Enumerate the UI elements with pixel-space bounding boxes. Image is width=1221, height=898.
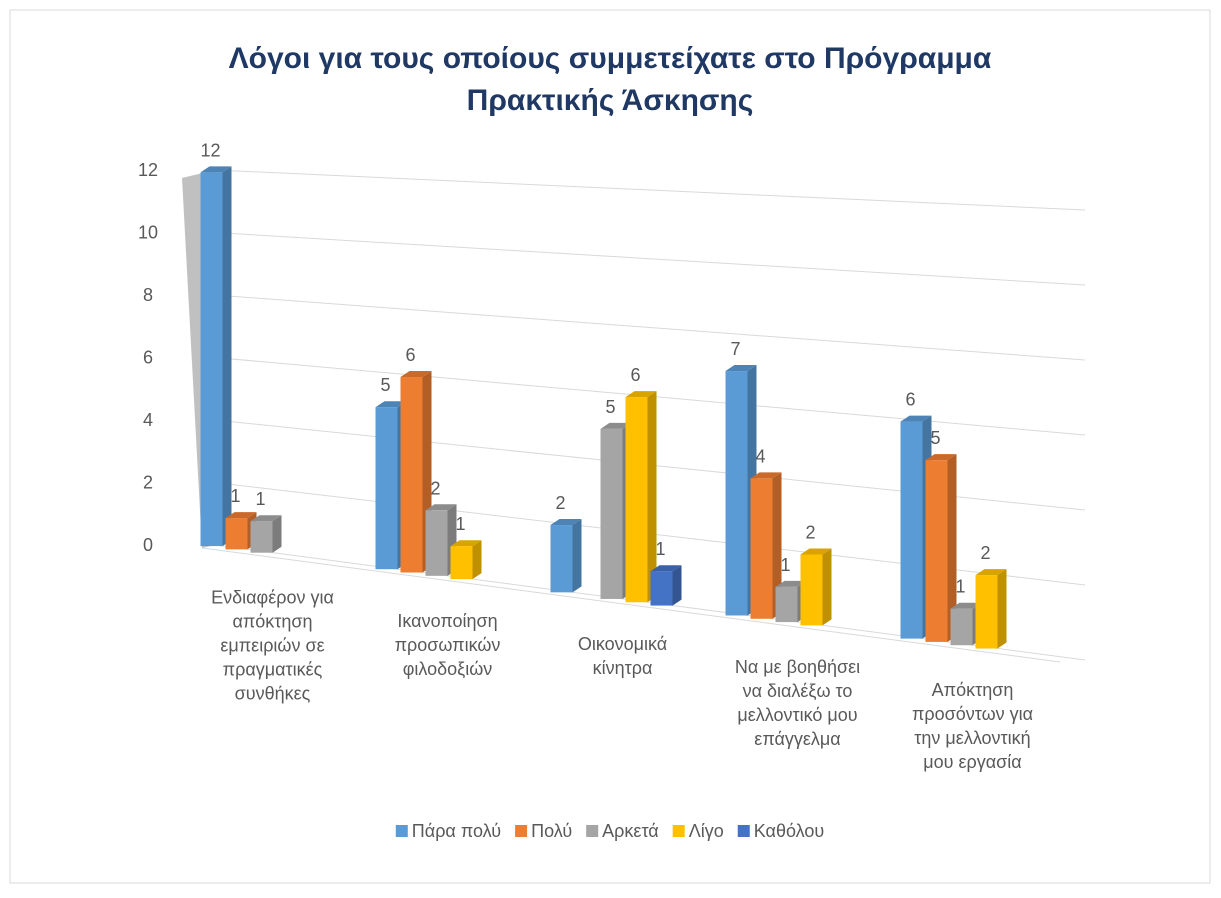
bar [925, 460, 948, 642]
bar-top [800, 548, 832, 555]
grid-line [214, 294, 1086, 361]
bar-side [222, 166, 232, 547]
legend-label: Πολύ [531, 821, 572, 841]
bar-top [200, 166, 232, 173]
bar-side [997, 569, 1007, 649]
value-label: 1 [955, 577, 965, 597]
bar-top [600, 422, 632, 429]
legend-label: Πάρα πολύ [412, 821, 501, 841]
bar [550, 525, 573, 593]
y-tick-label: 4 [143, 410, 153, 430]
bar [375, 407, 398, 570]
bar-side [822, 548, 832, 626]
bar [725, 371, 748, 616]
bar-top [625, 391, 657, 398]
bar-side [947, 454, 957, 642]
bar [750, 478, 773, 619]
bar-top [250, 515, 282, 522]
bar-side [572, 519, 582, 593]
bar-top [775, 580, 807, 587]
x-tick-label: Απόκτηση προσόντων για την μελλοντική μου ε… [912, 680, 1033, 772]
bar [800, 554, 823, 626]
bar-top [975, 569, 1007, 576]
bar-top [900, 415, 932, 422]
value-label: 6 [630, 365, 640, 385]
bar-top [225, 512, 257, 519]
y-tick-label: 2 [143, 473, 153, 493]
bar-side [472, 540, 482, 580]
bar [200, 172, 223, 547]
value-label: 2 [430, 478, 440, 498]
bar [625, 397, 648, 603]
bar-top [950, 602, 982, 609]
legend-swatch [395, 825, 408, 837]
value-label: 5 [380, 375, 390, 395]
value-label: 4 [755, 446, 765, 466]
value-label: 1 [230, 486, 240, 506]
value-label: 1 [255, 489, 265, 509]
value-label: 1 [655, 539, 665, 559]
value-label: 2 [980, 543, 990, 563]
chart-title: Λόγοι για τους οποίους συμμετείχατε στο … [229, 42, 992, 117]
bar-top [450, 540, 482, 547]
legend-swatch [586, 825, 599, 837]
y-tick-label: 12 [138, 160, 158, 180]
value-label: 2 [555, 493, 565, 513]
bar-top [375, 401, 407, 408]
legend-swatch [672, 825, 685, 837]
x-tick-label: Να με βοηθήσει να διαλέξω το μελλοντικό μο… [735, 657, 860, 749]
bar-top [550, 519, 582, 526]
x-tick-label: Οικονομικά κίνητρα [578, 634, 667, 678]
grid-line [214, 232, 1086, 286]
x-tick-label: Ενδιαφέρον για απόκτηση εμπειριών σε πραγμα… [211, 588, 334, 704]
bar-top [725, 365, 757, 372]
value-label: 5 [605, 397, 615, 417]
value-label: 12 [200, 140, 220, 160]
legend-swatch [515, 825, 528, 837]
bar-top [400, 371, 432, 378]
bar-top [925, 454, 957, 461]
y-tick-label: 0 [143, 535, 153, 555]
floor-line [201, 547, 1061, 663]
bar [450, 546, 473, 580]
x-tick-label: Ικανοποίηση προσωπικών φιλοδοξιών [395, 611, 501, 679]
value-label: 6 [905, 390, 915, 410]
bar [775, 586, 798, 623]
bar [650, 571, 673, 606]
y-tick-label: 6 [143, 348, 153, 368]
bar-top [425, 504, 457, 511]
bar [425, 510, 448, 576]
legend-label: Καθόλου [754, 821, 824, 841]
bar-side [672, 565, 682, 606]
value-label: 2 [805, 522, 815, 542]
value-label: 5 [930, 428, 940, 448]
bar-side [272, 515, 282, 553]
value-label: 1 [780, 555, 790, 575]
legend-label: Λίγο [689, 821, 724, 841]
bar-top [750, 472, 782, 479]
value-label: 1 [455, 514, 465, 534]
bar [400, 377, 423, 573]
legend-label: Αρκετά [602, 821, 659, 841]
bar [600, 428, 623, 599]
grid-line [214, 169, 1086, 211]
legend-swatch [737, 825, 750, 837]
bar [950, 608, 973, 646]
bar [975, 575, 998, 649]
bar-top [650, 565, 682, 572]
bar [225, 518, 248, 550]
y-tick-label: 10 [138, 223, 158, 243]
value-label: 7 [730, 339, 740, 359]
bar [900, 421, 923, 639]
bar [250, 521, 273, 553]
legend: Πάρα πολύ Πολύ Αρκετά Λίγο Καθόλου [395, 821, 824, 841]
value-label: 6 [405, 345, 415, 365]
y-tick-label: 8 [143, 285, 153, 305]
bar-side [772, 472, 782, 619]
bar-side [647, 391, 657, 603]
